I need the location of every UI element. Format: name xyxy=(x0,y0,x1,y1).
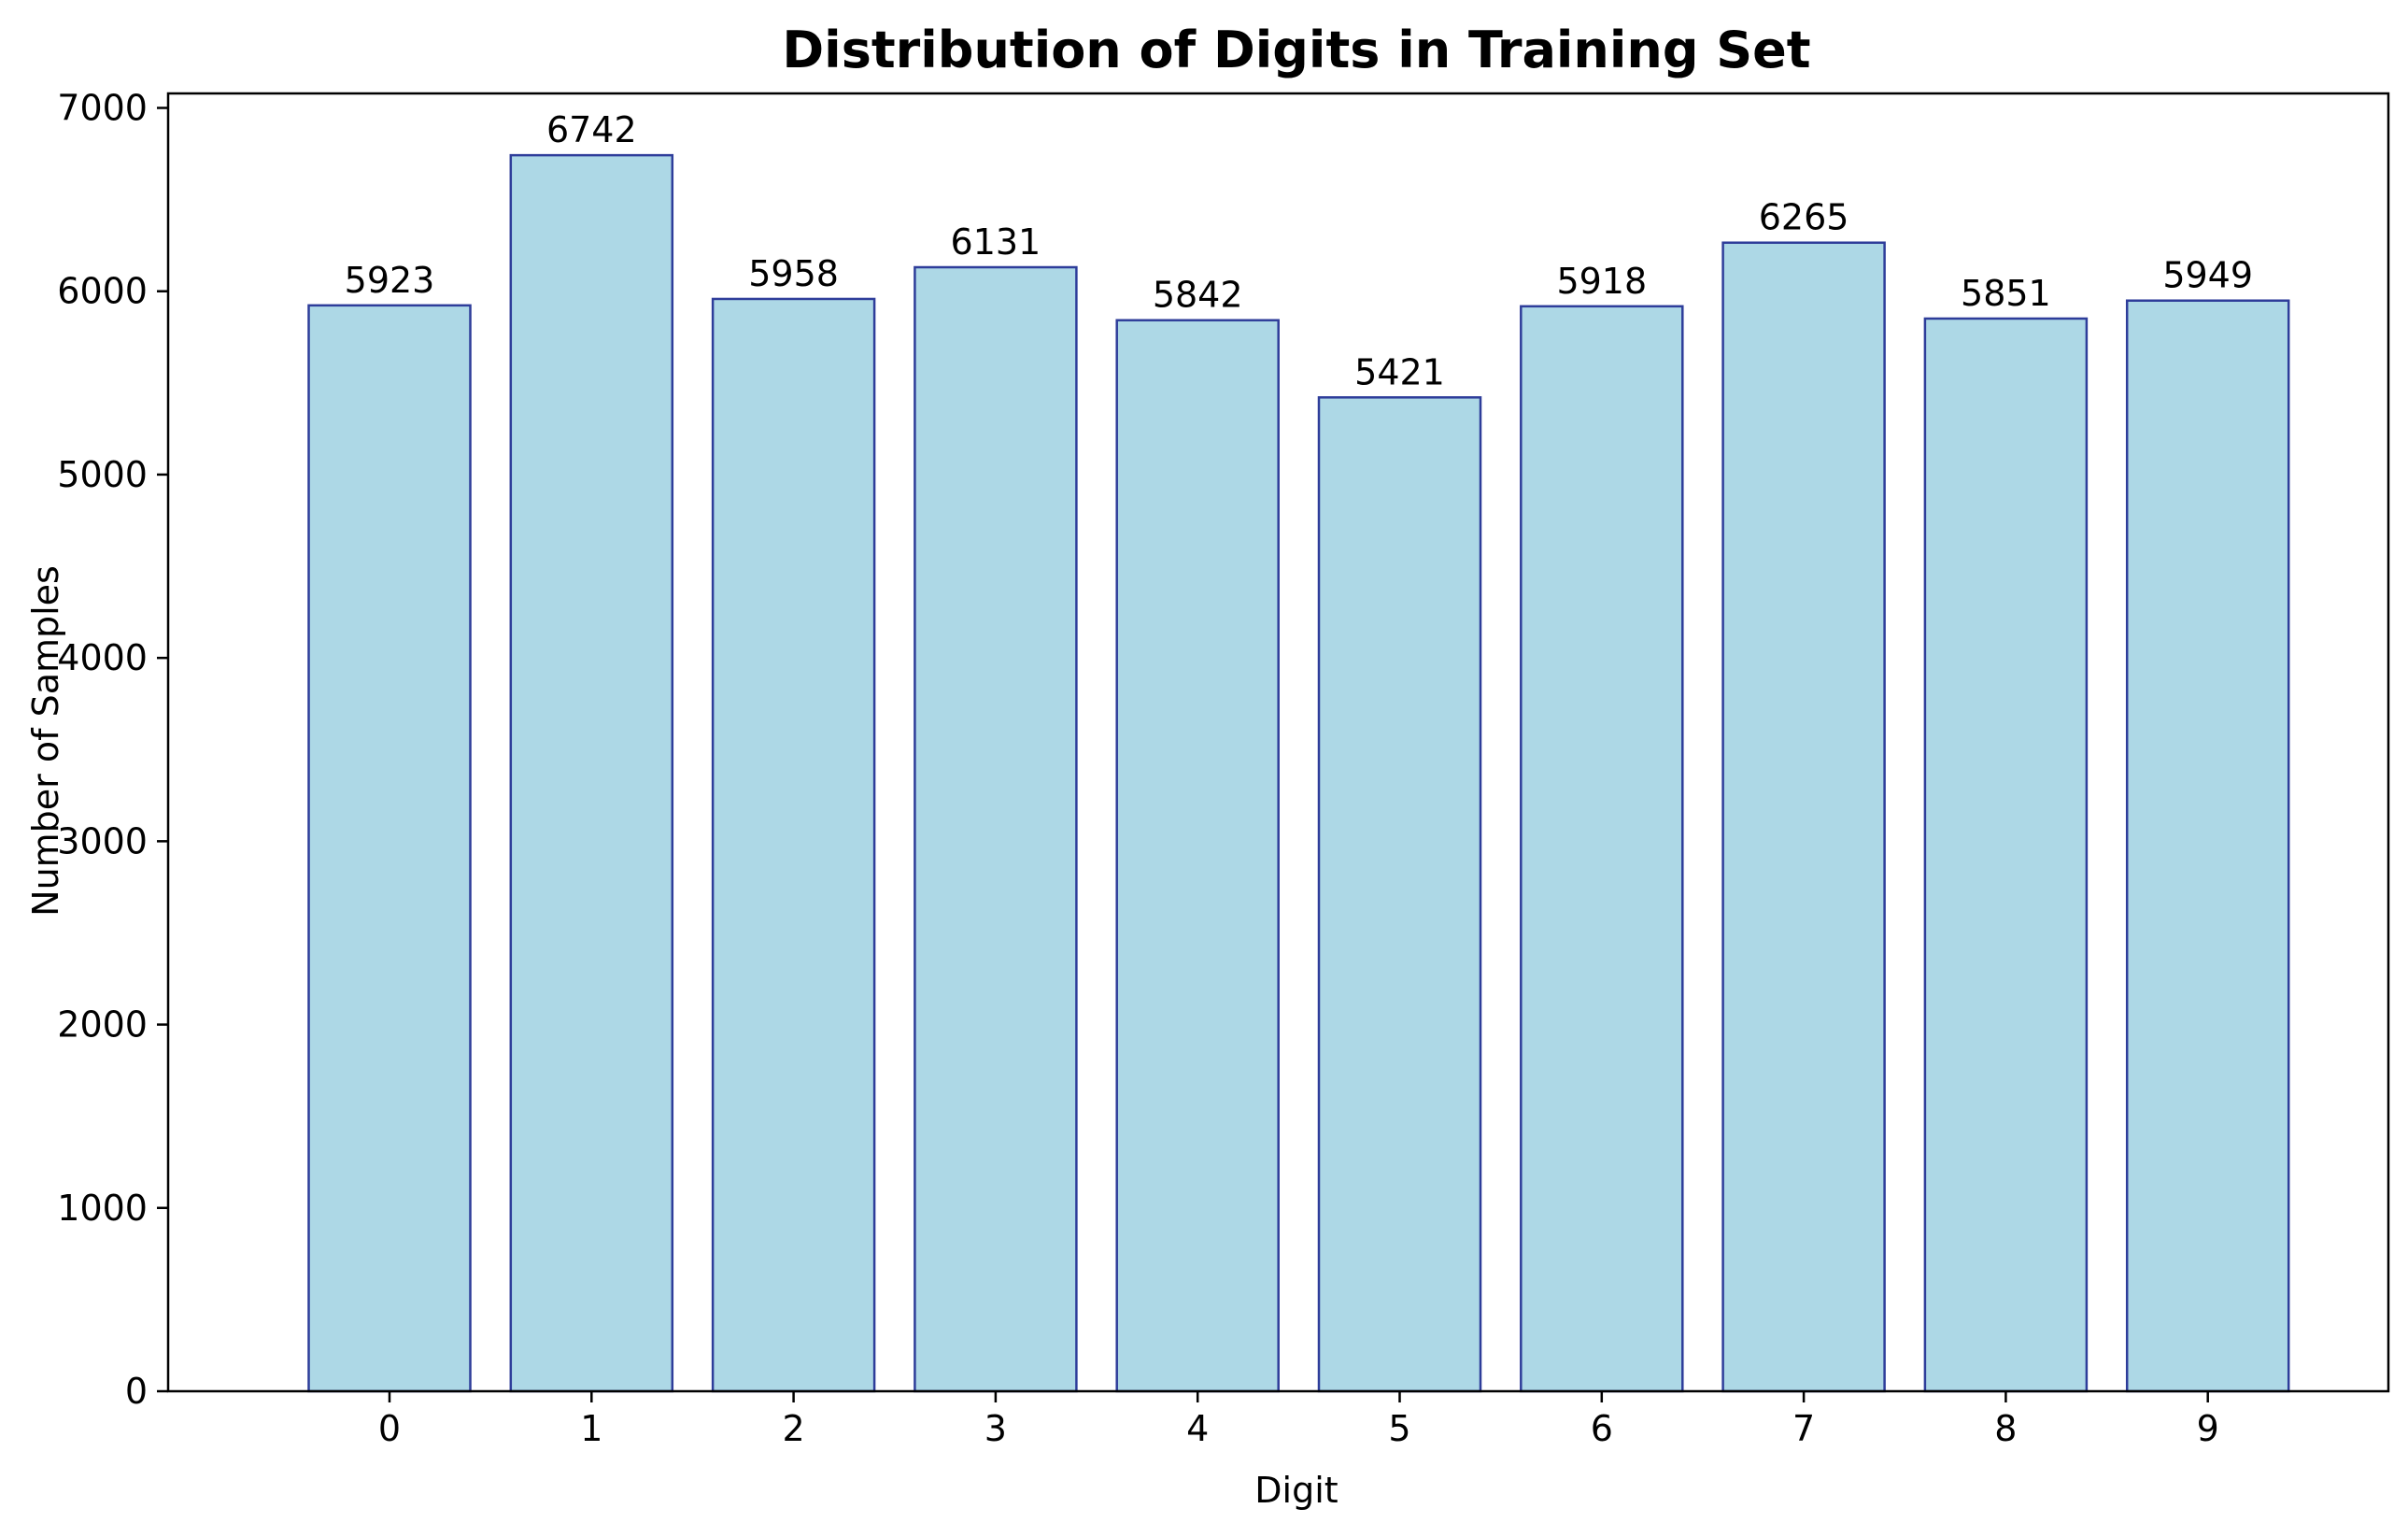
y-tick-label: 0 xyxy=(125,1371,148,1412)
x-tick-label: 0 xyxy=(378,1408,401,1449)
data-label-digit-3: 6131 xyxy=(951,221,1041,263)
bars-group xyxy=(307,153,2290,1393)
y-tick-label: 5000 xyxy=(57,454,148,495)
y-tick-label: 2000 xyxy=(57,1004,148,1046)
y-tick-label: 7000 xyxy=(57,88,148,129)
x-tick-label: 2 xyxy=(783,1408,805,1449)
x-tick-label: 6 xyxy=(1591,1408,1613,1449)
data-label-digit-2: 5958 xyxy=(748,253,839,294)
x-tick-label: 8 xyxy=(1994,1408,2017,1449)
y-axis-label: Number of Samples xyxy=(25,565,66,917)
bar-digit-7 xyxy=(1721,241,1886,1393)
bar-digit-9 xyxy=(2125,299,2290,1393)
plot-frame xyxy=(166,92,2390,1393)
bar-digit-1 xyxy=(509,153,674,1393)
bar-digit-3 xyxy=(914,265,1078,1393)
data-label-digit-5: 5421 xyxy=(1354,351,1445,392)
y-tick-label: 3000 xyxy=(57,820,148,861)
x-tick-label: 7 xyxy=(1792,1408,1815,1449)
x-tick-label: 3 xyxy=(984,1408,1007,1449)
y-axis-ticks: 0 1000 2000 3000 4000 5000 6000 7000 xyxy=(57,88,168,1412)
bar-digit-4 xyxy=(1115,319,1280,1393)
data-label-digit-9: 5949 xyxy=(2162,255,2253,296)
bar-digit-6 xyxy=(1520,305,1684,1393)
bar-digit-8 xyxy=(1923,317,2089,1393)
x-tick-label: 1 xyxy=(580,1408,602,1449)
x-axis-ticks: 0 1 2 3 4 5 6 7 8 9 xyxy=(378,1391,2219,1449)
data-label-digit-7: 6265 xyxy=(1759,197,1849,238)
bar-digit-0 xyxy=(307,304,472,1393)
y-tick-label: 1000 xyxy=(57,1188,148,1229)
data-label-digit-8: 5851 xyxy=(1961,273,2051,314)
data-labels-group: 5923 6742 5958 6131 5842 5421 5918 6265 5851 5949 xyxy=(345,109,2253,392)
data-label-digit-1: 6742 xyxy=(546,109,637,150)
chart-title: Distribution of Digits in Training Set xyxy=(782,21,1810,79)
y-tick-label: 4000 xyxy=(57,637,148,678)
x-tick-label: 4 xyxy=(1186,1408,1209,1449)
data-label-digit-6: 5918 xyxy=(1556,261,1647,302)
x-tick-label: 9 xyxy=(2197,1408,2219,1449)
bar-digit-5 xyxy=(1317,396,1482,1393)
x-tick-label: 5 xyxy=(1388,1408,1410,1449)
y-tick-label: 6000 xyxy=(57,271,148,312)
bar-digit-2 xyxy=(711,297,876,1393)
x-axis-label: Digit xyxy=(1254,1470,1338,1511)
data-label-digit-4: 5842 xyxy=(1153,275,1243,316)
data-label-digit-0: 5923 xyxy=(345,260,435,301)
